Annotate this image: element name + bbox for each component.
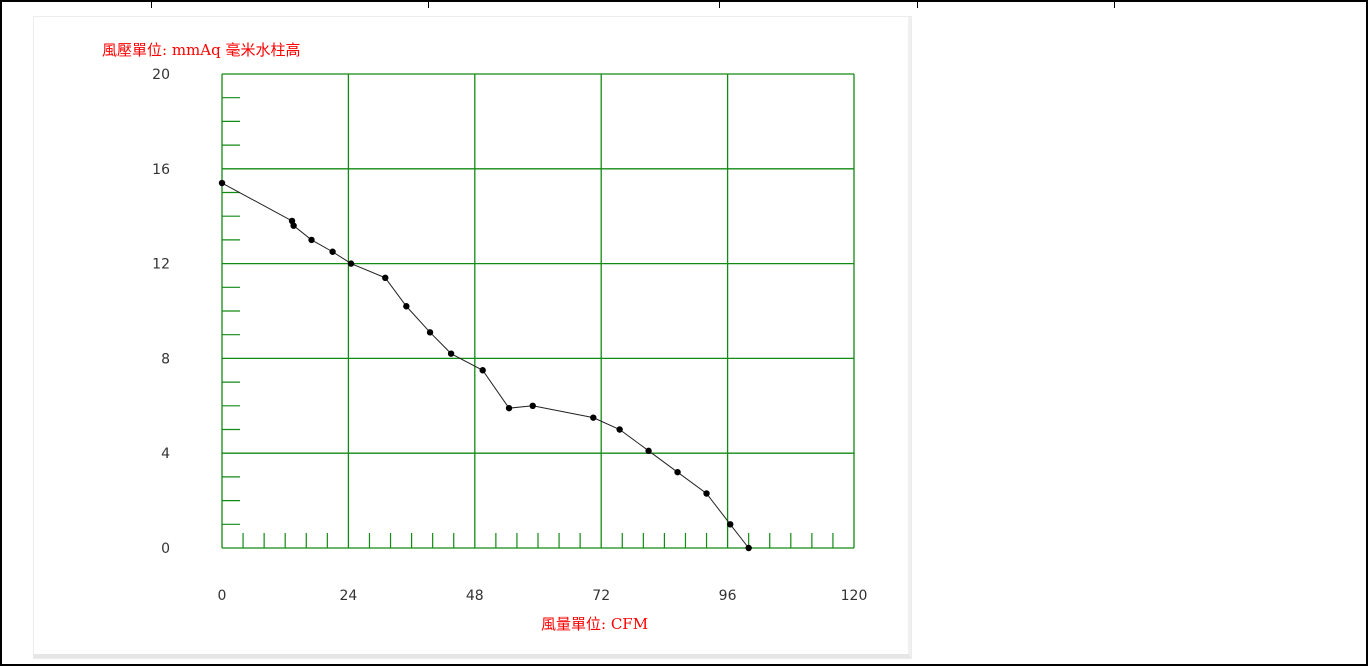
table-cell-divider <box>917 0 918 8</box>
y-tick-label: 8 <box>161 351 170 367</box>
data-point <box>347 260 355 267</box>
data-point <box>674 468 681 476</box>
data-point <box>382 274 389 282</box>
table-cell-divider <box>151 0 152 8</box>
series-line <box>221 182 750 549</box>
data-point <box>505 404 513 412</box>
data-point <box>403 303 410 310</box>
data-point <box>479 367 486 374</box>
data-point <box>590 414 597 421</box>
x-tick-label: 0 <box>218 588 227 604</box>
table-cell-divider <box>719 0 720 8</box>
data-point <box>529 402 536 409</box>
data-point <box>745 544 752 552</box>
x-tick-label: 24 <box>339 588 357 604</box>
data-point <box>616 426 623 433</box>
data-point <box>218 179 226 187</box>
data-point <box>308 236 315 244</box>
data-point <box>703 490 710 497</box>
data-point <box>645 447 652 455</box>
x-tick-label: 120 <box>841 588 868 604</box>
table-cell-divider <box>428 0 429 8</box>
y-tick-label: 12 <box>152 257 170 273</box>
x-tick-label: 48 <box>466 588 484 604</box>
x-tick-label: 96 <box>719 588 737 604</box>
data-point <box>426 329 434 336</box>
chart-panel: 風壓單位: mmAq 毫米水柱高 風量單位: CFM 0 4 8 12 16 20 0 24 4… <box>34 17 911 658</box>
data-point <box>727 521 734 528</box>
table-cell-divider <box>1114 0 1115 8</box>
data-point <box>329 248 336 255</box>
data-point <box>290 222 297 229</box>
x-tick-label: 72 <box>592 588 610 604</box>
y-tick-label: 0 <box>161 541 170 557</box>
x-axis-title: 風量單位: CFM <box>541 615 648 633</box>
y-tick-label: 20 <box>152 67 170 83</box>
y-tick-label: 4 <box>161 446 170 462</box>
y-axis-title: 風壓單位: mmAq 毫米水柱高 <box>102 41 300 59</box>
y-tick-label: 16 <box>152 162 170 178</box>
data-point <box>447 350 455 357</box>
